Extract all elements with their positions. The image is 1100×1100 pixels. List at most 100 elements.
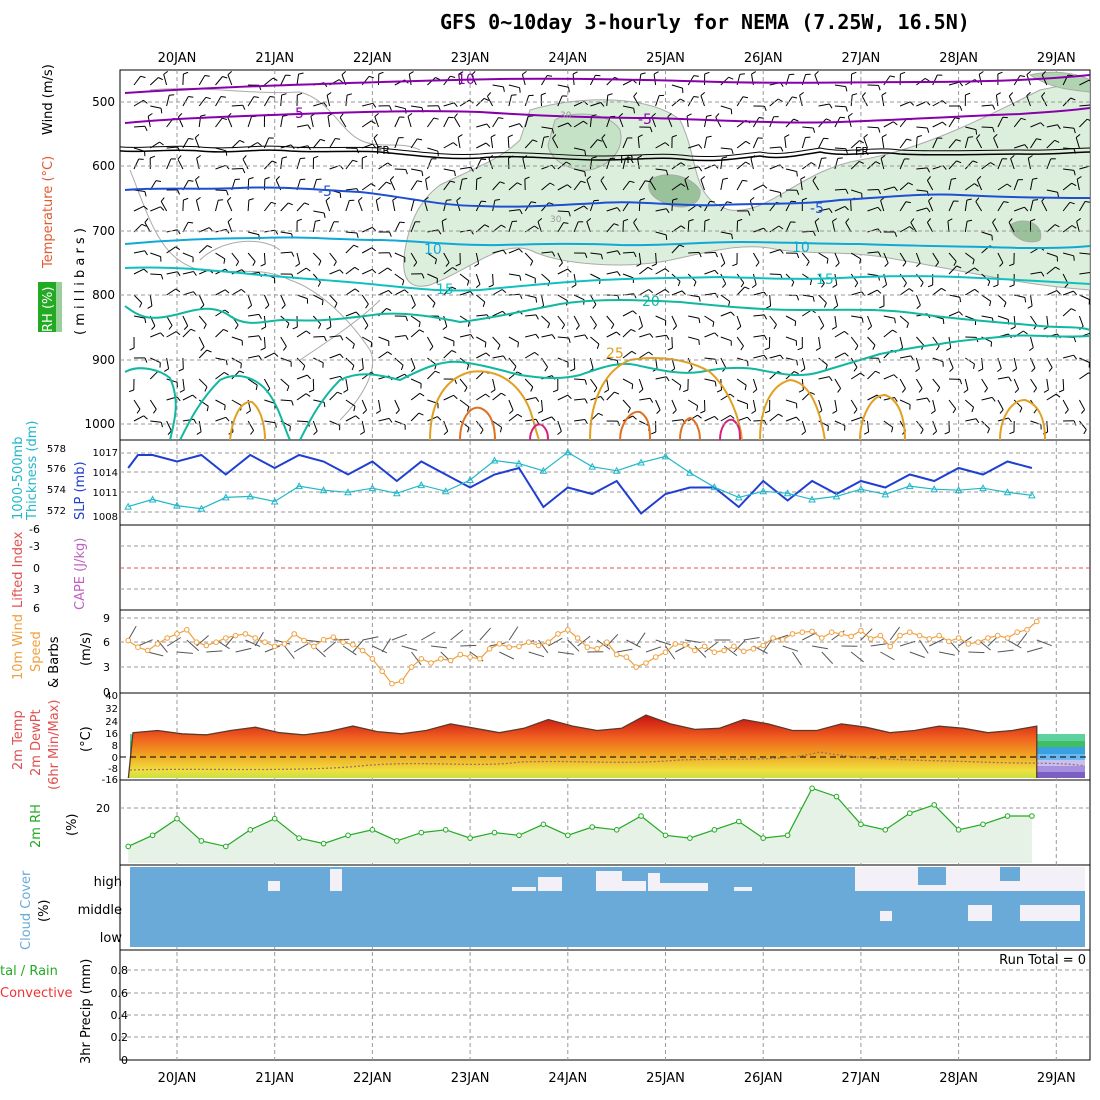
wind-barb-flag [467, 427, 470, 433]
wind-barb-flag [535, 334, 540, 339]
wind-barb-flag [672, 409, 677, 414]
wind-barb [720, 336, 732, 342]
wind-barb-flag [1073, 290, 1078, 296]
wind-speed-point [457, 651, 464, 658]
wind-barb-flag [304, 202, 310, 206]
wind-barb [133, 415, 144, 422]
wind-barb [883, 315, 895, 319]
wind-barb-flag [223, 328, 229, 332]
wind-barb-flag [482, 301, 486, 307]
wind-barb [443, 142, 454, 149]
wind-barb [378, 289, 389, 296]
wind-barb [296, 294, 308, 300]
wind-barb-flag [714, 416, 719, 421]
wind-barb-flag [541, 92, 546, 96]
wind-barb-flag [954, 117, 960, 120]
day-label-top: 24JAN [548, 51, 587, 66]
wind-barb [769, 273, 781, 275]
wind-barb-flag [475, 284, 481, 288]
svg-text:572: 572 [47, 506, 66, 517]
wind-barb [1046, 393, 1057, 401]
wind-barb-flag [747, 416, 752, 422]
wind-barb [834, 420, 846, 427]
wind-barb-flag [551, 251, 556, 257]
wind-barb [704, 415, 715, 422]
svg-text:-16: -16 [102, 775, 118, 786]
day-label-bottom: 26JAN [744, 1071, 783, 1086]
wind10m-barb [665, 645, 676, 660]
wind-barb-flag [752, 389, 758, 393]
cape-panel: -6 -3 0 3 6 Lifted Index CAPE (J/kg) [11, 523, 1090, 615]
wind-barb [638, 199, 641, 212]
svg-text:30: 30 [550, 215, 562, 225]
wind-barb [524, 116, 529, 128]
wind-barb [704, 357, 716, 360]
svg-text:500: 500 [92, 95, 115, 109]
wind-barb [198, 96, 207, 107]
wind-barb [590, 273, 601, 280]
wind-barb-flag [1089, 105, 1090, 106]
wind-barb [508, 336, 519, 343]
wind-barb-flag [206, 245, 213, 249]
wind-barb-flag [794, 321, 797, 327]
wind-barb [997, 399, 1004, 410]
wind-speed-point [271, 643, 278, 650]
wind-barb-flag [627, 407, 631, 413]
wind-barb [541, 75, 548, 86]
thickness-marker [979, 484, 987, 492]
wind-barb [867, 126, 879, 129]
wind-barb-flag [1024, 206, 1029, 212]
wind-barb-flag [222, 76, 228, 79]
wind-barb [215, 76, 223, 86]
wind-speed-point [135, 644, 141, 651]
wind-barb [231, 336, 243, 341]
wind-barb [834, 252, 840, 264]
wind-speed-point [672, 641, 679, 647]
wind-barb-flag [664, 268, 670, 273]
wind-barb-flag [235, 261, 240, 267]
wind-barb [198, 294, 205, 306]
wind-barb-flag [457, 134, 463, 138]
wind-barb [753, 334, 765, 338]
wind-barb-flag [338, 79, 344, 84]
wind-barb-flag [825, 364, 828, 370]
wind-barb-flag [812, 127, 816, 133]
wind-barb [361, 183, 372, 191]
thickness-marker [441, 487, 450, 495]
wind-barb-flag [882, 284, 887, 289]
wind-barb-flag [688, 219, 694, 222]
wind-speed-point [1014, 629, 1021, 636]
wind-barb-flag [762, 184, 768, 189]
wind-barb-flag [591, 114, 597, 117]
wind-barb [997, 116, 1004, 128]
wind-barb-flag [224, 405, 226, 411]
wind-barb-flag [226, 190, 229, 196]
svg-text:-5: -5 [318, 184, 332, 200]
wind-barb [880, 158, 885, 170]
wind-barb [638, 266, 649, 275]
wind-barb [655, 95, 660, 107]
wind-barb-flag [975, 129, 978, 135]
wind-barb-flag [731, 148, 734, 155]
wind-barb [606, 357, 618, 361]
thickness-marker [1003, 488, 1012, 496]
wind-barb [622, 329, 632, 338]
wind-barb [688, 144, 699, 149]
wind-barb-flag [909, 101, 915, 106]
wind-barb-flag [464, 387, 468, 393]
wind-barb-flag [916, 304, 921, 309]
wind-barb [508, 357, 517, 367]
wind-barb [1046, 357, 1053, 368]
wind-barb [736, 336, 744, 347]
wind-barb [524, 378, 534, 388]
wind-barb [492, 378, 496, 390]
wind-barb-flag [665, 208, 670, 214]
wind-barb [1030, 200, 1034, 212]
wind-barb-flag [684, 176, 690, 180]
wind-barb-flag [997, 368, 1002, 372]
rh2m-point [980, 821, 986, 828]
wind-barb-flag [686, 113, 692, 117]
wind-barb [881, 95, 885, 107]
wind-barb [426, 336, 434, 347]
wind-barb [410, 221, 416, 233]
